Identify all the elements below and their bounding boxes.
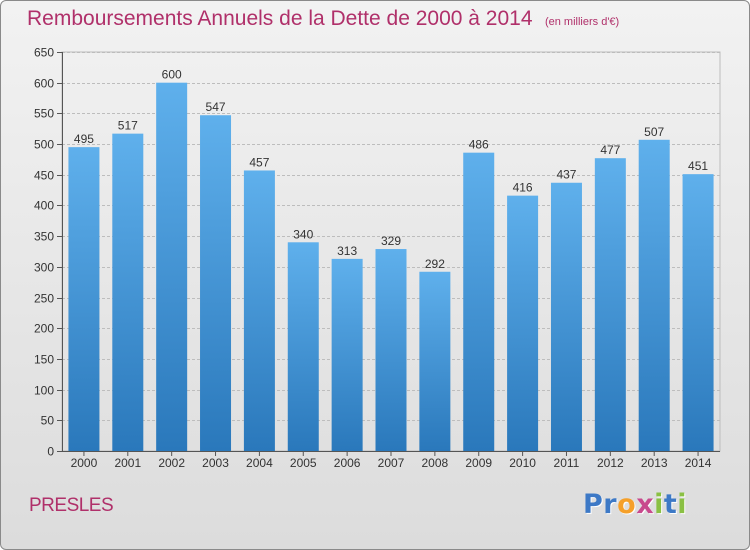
y-tick-label: 300 bbox=[34, 261, 54, 275]
y-tick-label: 400 bbox=[34, 199, 54, 213]
data-label: 340 bbox=[293, 227, 313, 241]
logo-letter: o bbox=[617, 489, 637, 520]
x-tick-label: 2004 bbox=[246, 456, 273, 470]
bar bbox=[375, 249, 407, 451]
x-tick-label: 2002 bbox=[158, 456, 185, 470]
chart-unit-label: (en milliers d'€) bbox=[544, 16, 620, 28]
y-tick-label: 500 bbox=[34, 138, 54, 152]
y-tick-label: 550 bbox=[34, 107, 54, 121]
y-tick-label: 50 bbox=[41, 414, 55, 428]
y-tick-label: 200 bbox=[34, 322, 54, 336]
logo-letter: t bbox=[663, 489, 678, 520]
data-label: 495 bbox=[74, 132, 94, 146]
data-labels: 495 517 600 547 457 340 313 329 292 486 416 437 477 5… bbox=[74, 68, 708, 271]
x-tick-label: 2014 bbox=[685, 456, 712, 470]
bar bbox=[594, 158, 626, 452]
bar-chart: 0 50 100 150 200 250 300 350 400 450 500 550 600 650 2… bbox=[34, 46, 721, 470]
x-tick-label: 2008 bbox=[422, 456, 449, 470]
logo-letter: i bbox=[654, 489, 664, 520]
data-label: 292 bbox=[425, 257, 445, 271]
y-tick-label: 0 bbox=[47, 445, 54, 459]
data-label: 416 bbox=[513, 181, 533, 195]
data-label: 329 bbox=[381, 234, 401, 248]
data-label: 313 bbox=[337, 244, 357, 258]
commune-name: PRESLES bbox=[29, 495, 114, 516]
bar bbox=[243, 170, 275, 452]
x-tick-label: 2012 bbox=[597, 456, 624, 470]
x-tick-label: 2005 bbox=[290, 456, 317, 470]
y-tick-label: 650 bbox=[34, 46, 54, 60]
bar bbox=[112, 133, 144, 451]
axes: 0 50 100 150 200 250 300 350 400 450 500 550 600 650 2… bbox=[34, 46, 720, 470]
bar bbox=[550, 182, 582, 451]
bar bbox=[156, 82, 188, 451]
bar bbox=[331, 258, 363, 451]
data-label: 457 bbox=[249, 155, 269, 169]
data-label: 507 bbox=[644, 125, 664, 139]
data-label: 547 bbox=[206, 100, 226, 114]
bar bbox=[68, 147, 100, 451]
bar bbox=[287, 242, 319, 451]
x-tick-label: 2013 bbox=[641, 456, 668, 470]
logo-letter: P bbox=[583, 489, 604, 520]
y-tick-label: 600 bbox=[34, 77, 54, 91]
y-tick-label: 100 bbox=[34, 384, 54, 398]
chart-title-main: Remboursements Annuels de la Dette de 20… bbox=[27, 7, 533, 30]
data-label: 451 bbox=[688, 159, 708, 173]
bar bbox=[638, 139, 670, 451]
bar bbox=[682, 174, 714, 451]
bar bbox=[200, 115, 232, 452]
x-tick-label: 2003 bbox=[202, 456, 229, 470]
data-label: 437 bbox=[556, 168, 576, 182]
data-label: 477 bbox=[600, 143, 620, 157]
bar bbox=[507, 195, 539, 451]
logo-letter: r bbox=[603, 489, 618, 520]
bar bbox=[419, 271, 451, 451]
x-tick-label: 2000 bbox=[71, 456, 98, 470]
x-tick-label: 2010 bbox=[509, 456, 536, 470]
logo-letter: x bbox=[636, 489, 655, 520]
bars bbox=[68, 82, 714, 452]
proxiti-logo: Proxiti bbox=[583, 489, 687, 520]
y-tick-label: 350 bbox=[34, 230, 54, 244]
logo-letter: i bbox=[677, 489, 688, 520]
data-label: 486 bbox=[469, 138, 489, 152]
y-tick-label: 250 bbox=[34, 292, 54, 306]
x-tick-label: 2009 bbox=[465, 456, 492, 470]
x-tick-label: 2007 bbox=[378, 456, 405, 470]
chart-title: Remboursements Annuels de la Dette de 20… bbox=[27, 7, 619, 31]
x-tick-label: 2001 bbox=[114, 456, 141, 470]
y-tick-label: 450 bbox=[34, 169, 54, 183]
data-label: 600 bbox=[162, 68, 182, 82]
x-tick-label: 2011 bbox=[554, 456, 580, 470]
y-tick-label: 150 bbox=[34, 353, 54, 367]
bar bbox=[463, 152, 495, 451]
data-label: 517 bbox=[118, 119, 138, 133]
x-tick-label: 2006 bbox=[334, 456, 361, 470]
